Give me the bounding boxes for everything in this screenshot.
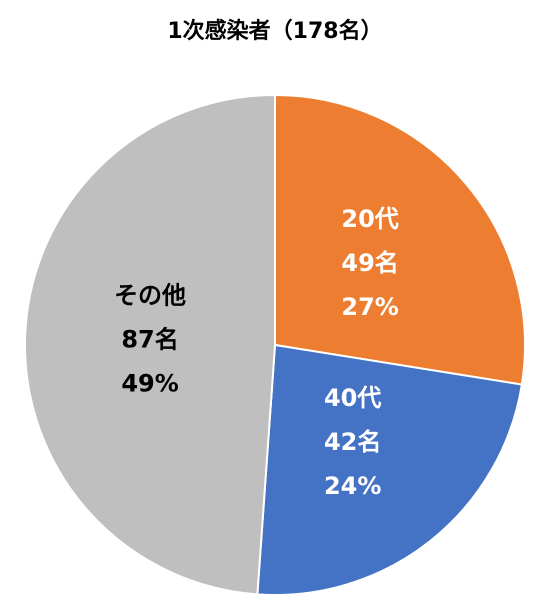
slice-percent-label: 49% bbox=[121, 370, 178, 398]
pie-slice bbox=[274, 93, 526, 386]
slice-category: 20代 bbox=[341, 205, 398, 233]
slice-value-label: 42名 bbox=[324, 428, 381, 456]
chart-title: 1次感染者（178名） bbox=[167, 18, 382, 44]
pie-slice bbox=[24, 93, 276, 596]
slice-category: その他 bbox=[114, 282, 186, 310]
pie-slice bbox=[256, 343, 523, 596]
slice-percent-label: 27% bbox=[341, 293, 398, 321]
slice-percent-label: 24% bbox=[324, 472, 381, 500]
slice-category: 40代 bbox=[324, 384, 381, 412]
slice-value-label: 87名 bbox=[121, 326, 178, 354]
slice-value-label: 49名 bbox=[341, 249, 398, 277]
